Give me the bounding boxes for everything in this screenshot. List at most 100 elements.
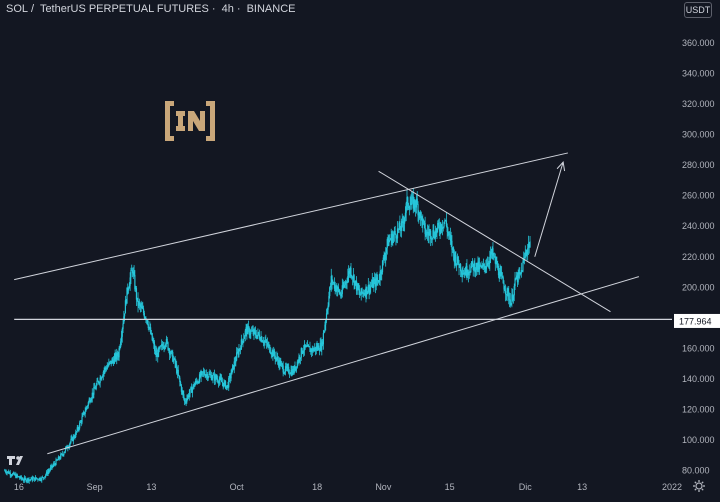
candle-256 <box>206 369 208 380</box>
candle-77 <box>64 446 67 454</box>
candle-569 <box>452 246 455 261</box>
interval-label[interactable]: 4h <box>221 3 234 15</box>
candle-16 <box>16 473 18 479</box>
candle-50 <box>43 477 45 479</box>
candle-342 <box>273 348 276 359</box>
candle-433 <box>345 280 347 289</box>
candle-640 <box>508 292 511 308</box>
candle-382 <box>305 345 307 348</box>
candle-490 <box>390 228 392 248</box>
candle-88 <box>73 434 75 439</box>
candle-316 <box>253 328 255 340</box>
candle-294 <box>236 347 238 362</box>
candle-329 <box>263 339 265 349</box>
candle-305 <box>244 328 246 342</box>
currency-button[interactable]: USDT <box>684 2 712 18</box>
candle-35 <box>31 475 33 483</box>
candle-413 <box>329 282 332 291</box>
candle-242 <box>195 378 197 386</box>
candle-421 <box>336 282 338 297</box>
candle-269 <box>216 374 218 383</box>
candle-602 <box>478 257 481 275</box>
candle-252 <box>202 367 205 378</box>
candle-354 <box>283 369 285 375</box>
candle-178 <box>144 316 146 319</box>
candle-330 <box>264 336 266 346</box>
candle-14 <box>15 471 17 479</box>
candle-126 <box>103 367 105 377</box>
candle-454 <box>362 291 364 298</box>
candle-163 <box>132 267 134 280</box>
candle-144 <box>117 351 119 361</box>
settings-gear-icon[interactable] <box>693 480 705 492</box>
candle-306 <box>245 323 247 337</box>
exchange-label[interactable]: BINANCE <box>246 3 296 15</box>
candle-174 <box>141 302 143 309</box>
time-axis[interactable]: 16 Sep 13 Oct 18 Nov 15 Dic 13 2022 <box>14 482 682 492</box>
candle-169 <box>137 292 139 313</box>
candle-458 <box>365 284 367 303</box>
candle-3 <box>6 471 8 476</box>
candle-102 <box>84 407 86 418</box>
candle-54 <box>46 469 48 476</box>
price-axis[interactable]: 80.000100.000120.000140.000160.000180.00… <box>674 38 720 476</box>
candle-537 <box>427 225 429 243</box>
candle-185 <box>150 323 152 335</box>
candle-254 <box>204 369 206 378</box>
candle-623 <box>495 256 497 265</box>
candle-249 <box>200 369 202 383</box>
candle-665 <box>528 241 530 254</box>
time-tick-label: Dic <box>519 482 532 492</box>
candle-120 <box>98 381 100 386</box>
candle-547 <box>435 228 437 237</box>
candle-646 <box>513 283 515 302</box>
candle-27 <box>25 477 27 483</box>
candle-59 <box>50 463 52 470</box>
candle-83 <box>69 441 71 447</box>
symbol-header[interactable]: SOL / TetherUS PERPETUAL FUTURES · 4h · BIN… <box>6 3 298 17</box>
symbol-ticker[interactable]: SOL <box>6 3 29 15</box>
candle-353 <box>282 361 284 377</box>
candle-459 <box>366 286 368 300</box>
candle-607 <box>482 258 485 271</box>
candle-173 <box>140 300 142 312</box>
candle-629 <box>500 265 502 277</box>
candle-184 <box>149 321 151 330</box>
candle-430 <box>343 281 345 289</box>
candle-428 <box>341 278 343 298</box>
candle-327 <box>262 339 264 343</box>
candle-87 <box>72 434 74 445</box>
candle-574 <box>456 253 459 266</box>
candle-615 <box>489 250 491 271</box>
candle-639 <box>508 286 510 305</box>
candle-510 <box>406 189 408 211</box>
candle-307 <box>246 324 248 340</box>
candle-43 <box>38 479 40 481</box>
candle-60 <box>51 465 53 470</box>
candle-516 <box>411 191 413 210</box>
pair-name[interactable]: TetherUS PERPETUAL FUTURES <box>39 3 209 15</box>
candle-386 <box>308 345 310 348</box>
candle-283 <box>227 381 229 389</box>
candle-183 <box>148 326 150 332</box>
drawing-layer[interactable] <box>14 152 672 455</box>
logo-in-icon <box>165 101 215 141</box>
candle-82 <box>68 443 71 450</box>
candle-170 <box>138 301 140 309</box>
candle-598 <box>475 262 477 276</box>
tradingview-logo-icon[interactable] <box>7 456 23 465</box>
candle-358 <box>286 364 288 372</box>
candle-556 <box>442 226 444 232</box>
candle-85 <box>71 434 73 441</box>
candle-486 <box>387 234 389 247</box>
candle-205 <box>165 335 168 348</box>
candle-477 <box>380 270 382 281</box>
candle-563 <box>448 231 450 240</box>
candle-666 <box>529 236 531 249</box>
candle-408 <box>325 308 328 323</box>
candle-573 <box>456 263 458 272</box>
candle-84 <box>70 435 72 444</box>
candle-364 <box>291 365 293 377</box>
